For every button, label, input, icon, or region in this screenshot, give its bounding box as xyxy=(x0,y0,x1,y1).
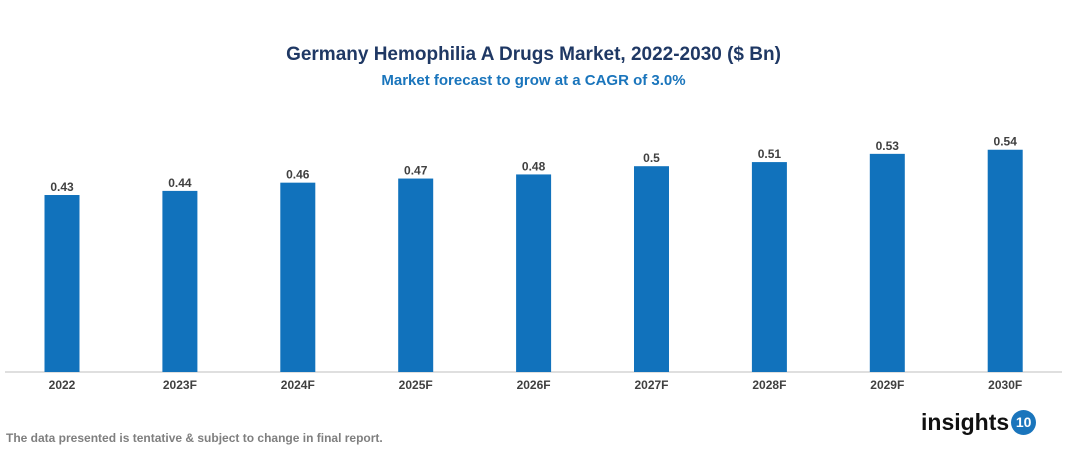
x-tick-label: 2025F xyxy=(399,378,433,392)
data-label: 0.54 xyxy=(994,135,1018,149)
data-label: 0.5 xyxy=(643,151,660,165)
data-label: 0.44 xyxy=(168,176,192,190)
chart-subtitle: Market forecast to grow at a CAGR of 3.0… xyxy=(381,72,686,89)
x-tick-label: 2022 xyxy=(49,378,76,392)
footnote: The data presented is tentative & subjec… xyxy=(6,431,383,445)
bar-2023F xyxy=(162,190,198,372)
data-label: 0.47 xyxy=(404,164,428,178)
bar-2028F xyxy=(751,162,787,372)
x-tick-label: 2024F xyxy=(281,378,315,392)
bar-2030F xyxy=(987,149,1023,372)
x-tick-label: 2027F xyxy=(634,378,668,392)
data-label: 0.46 xyxy=(286,168,310,182)
chart-title: Germany Hemophilia A Drugs Market, 2022-… xyxy=(286,44,781,65)
data-label: 0.43 xyxy=(50,180,74,194)
logo-text: insights xyxy=(921,409,1010,435)
bar-2029F xyxy=(869,153,905,372)
x-tick-label: 2028F xyxy=(752,378,786,392)
bar-2026F xyxy=(516,174,552,372)
x-tick-label: 2030F xyxy=(988,378,1022,392)
data-label: 0.53 xyxy=(876,139,900,153)
logo-badge: 10 xyxy=(1011,410,1037,435)
data-label: 0.48 xyxy=(522,159,546,173)
bar-2022 xyxy=(44,195,80,372)
x-tick-label: 2026F xyxy=(517,378,551,392)
bar-2024F xyxy=(280,182,316,372)
bar-2027F xyxy=(634,166,669,372)
insights10-logo: insights 10 xyxy=(921,409,1037,436)
data-label: 0.51 xyxy=(758,147,782,161)
x-tick-label: 2029F xyxy=(870,378,904,392)
x-tick-label: 2023F xyxy=(163,378,197,392)
bar-2025F xyxy=(398,178,434,372)
